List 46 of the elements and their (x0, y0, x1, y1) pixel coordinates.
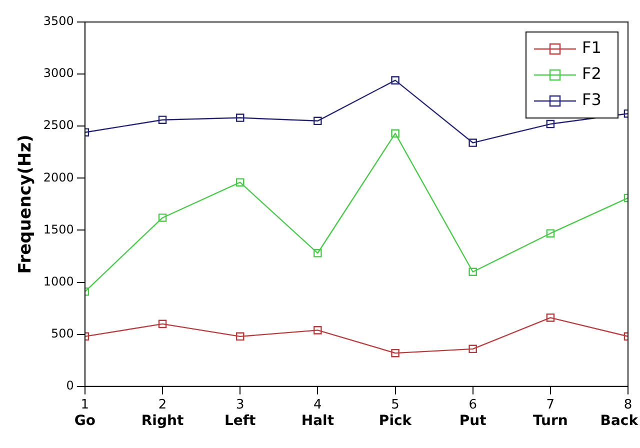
text: Left (224, 413, 256, 430)
x-tick-label: 6 (468, 398, 477, 413)
point (314, 326, 322, 334)
y-tick-label: 3500 (43, 14, 74, 28)
point (391, 76, 400, 84)
point (391, 129, 400, 138)
x-tick-label: 7 (546, 398, 555, 413)
x-tick-label: 5 (391, 398, 400, 413)
y-tick-label: 3000 (43, 66, 74, 80)
point (158, 116, 167, 124)
y-tick-label: 0 (66, 378, 74, 393)
point (314, 116, 322, 126)
text: Pick (378, 413, 412, 430)
x-tick-label: 3 (236, 398, 244, 413)
text: Put (459, 413, 487, 430)
point (546, 314, 555, 322)
point (158, 214, 167, 222)
x-tick-label: 4 (314, 398, 322, 413)
point (236, 332, 244, 341)
point (236, 178, 244, 186)
point (468, 344, 477, 354)
point (468, 138, 477, 147)
x-tick-label: 1 (80, 398, 90, 413)
legend-label: F3 (582, 90, 602, 110)
y-tick-label: 1000 (43, 274, 74, 288)
text: Right (141, 413, 184, 430)
text: Turn (532, 413, 568, 430)
point (158, 320, 167, 328)
y-tick-label: 2000 (43, 170, 74, 184)
x-tick-label: 2 (158, 398, 167, 413)
point (546, 229, 555, 238)
legend-label: F1 (582, 38, 602, 58)
y-tick-label: 1500 (43, 222, 74, 236)
x-tick-label: 8 (624, 398, 632, 413)
y-tick-label: 500 (51, 326, 74, 340)
text: Go (74, 413, 96, 430)
point (468, 268, 477, 276)
y-tick-label: 2500 (43, 118, 74, 132)
point (236, 114, 244, 122)
y-axis-title: Frequency(Hz) (16, 134, 36, 274)
point (391, 348, 400, 358)
legend-label: F2 (582, 64, 602, 84)
point (546, 120, 555, 128)
text: Back (600, 413, 639, 430)
point (314, 249, 322, 258)
text: Halt (301, 413, 334, 430)
